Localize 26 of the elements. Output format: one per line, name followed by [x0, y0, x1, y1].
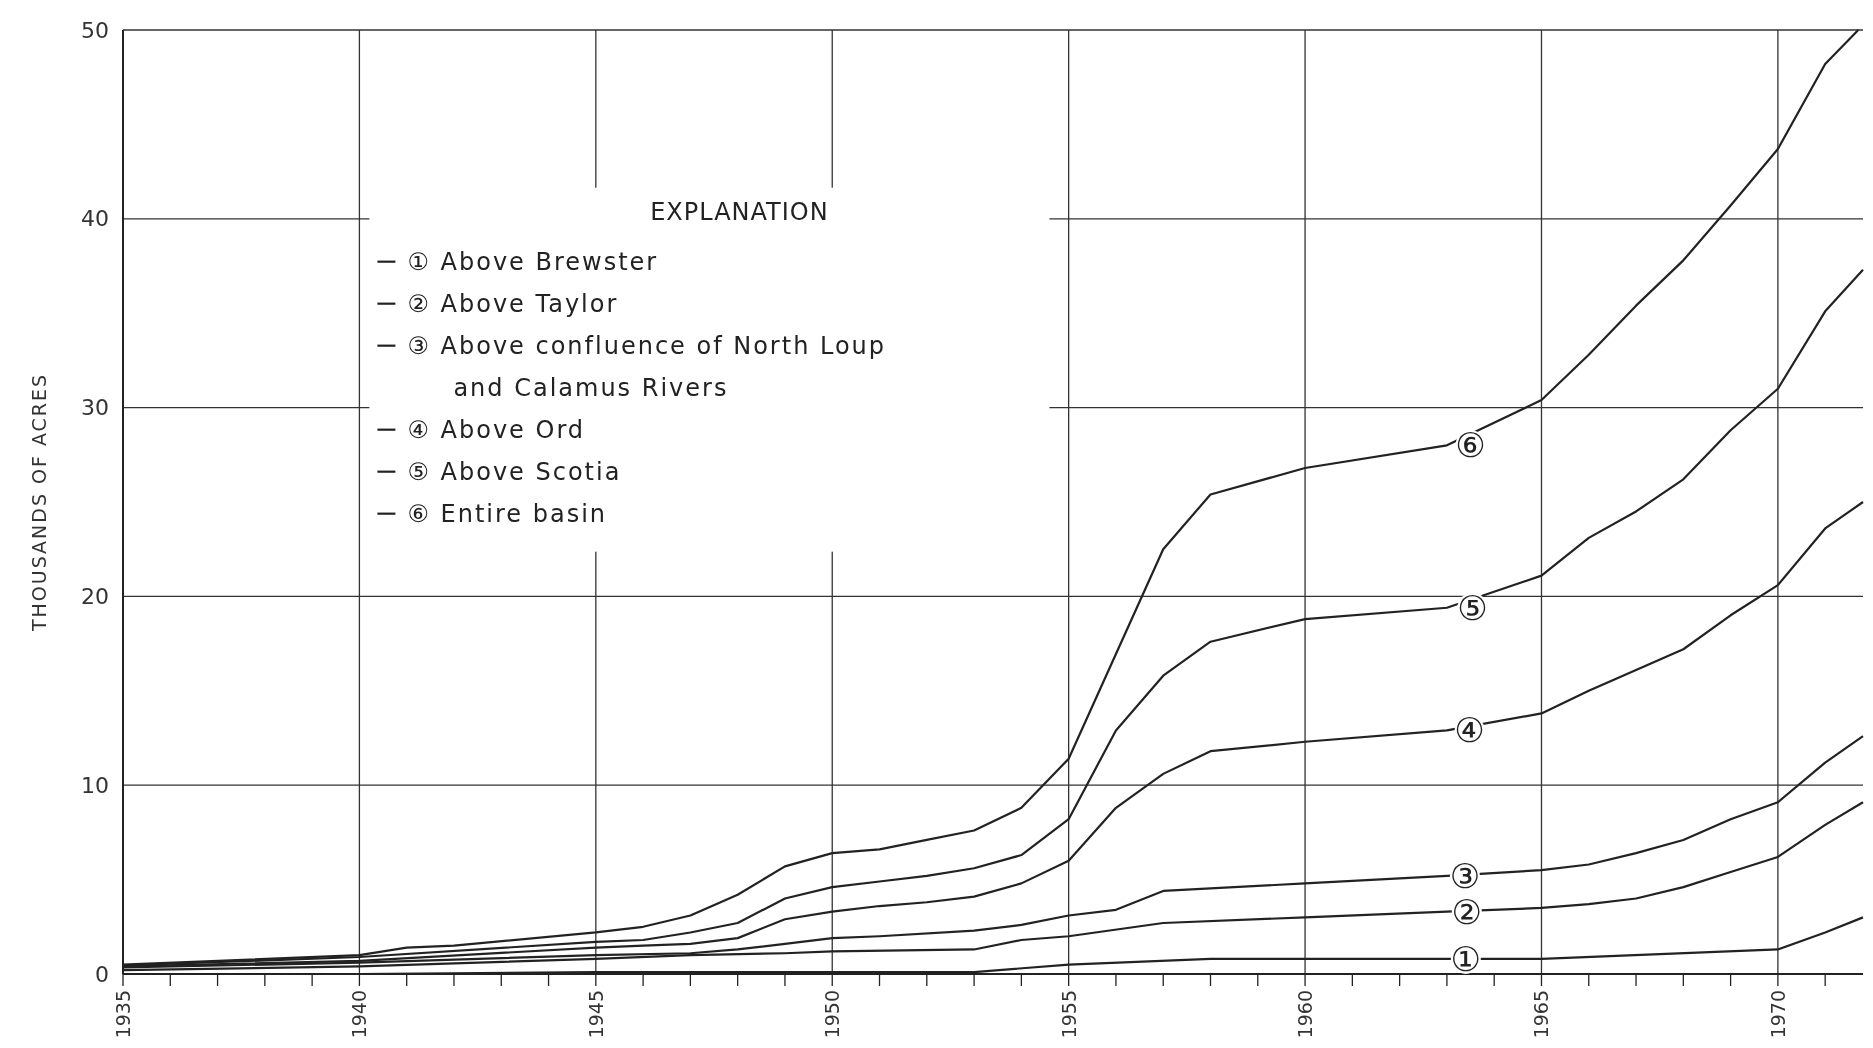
x-tick-label: 1955	[1057, 990, 1080, 1039]
x-tick-label: 1970	[1766, 990, 1789, 1039]
x-tick-label: 1935	[112, 990, 134, 1039]
legend-title: EXPLANATION	[650, 197, 829, 226]
annotation: ⑥	[1455, 425, 1486, 466]
y-axis-title: THOUSANDS OF ACRES	[28, 372, 50, 633]
x-tick-label: 1945	[584, 990, 607, 1039]
x-tick-label: 1965	[1530, 990, 1553, 1039]
y-tick-label: 10	[81, 772, 109, 798]
legend-label: ① Above Brewster	[407, 247, 659, 276]
y-tick-label: 50	[81, 17, 109, 43]
x-tick-label: 1950	[821, 990, 844, 1039]
legend-label: ④ Above Ord	[407, 415, 586, 444]
legend-label: ⑥ Entire basin	[407, 499, 608, 528]
legend-label: ③ Above confluence of North Loup and Calamus Rivers	[407, 331, 887, 402]
y-tick-label: 20	[81, 583, 109, 609]
y-tick-label: 0	[95, 961, 109, 987]
annotation: ④	[1454, 710, 1485, 751]
annotation: ①	[1450, 938, 1482, 979]
y-tick-label: 40	[81, 206, 109, 232]
y-tick-label: 30	[81, 395, 109, 421]
legend-label: ② Above Taylor	[407, 289, 619, 318]
legend-label: ⑤ Above Scotia	[407, 457, 622, 486]
annotation: ⑤	[1457, 587, 1488, 628]
x-tick-label: 1960	[1294, 990, 1317, 1039]
x-tick-label: 1940	[348, 990, 371, 1039]
